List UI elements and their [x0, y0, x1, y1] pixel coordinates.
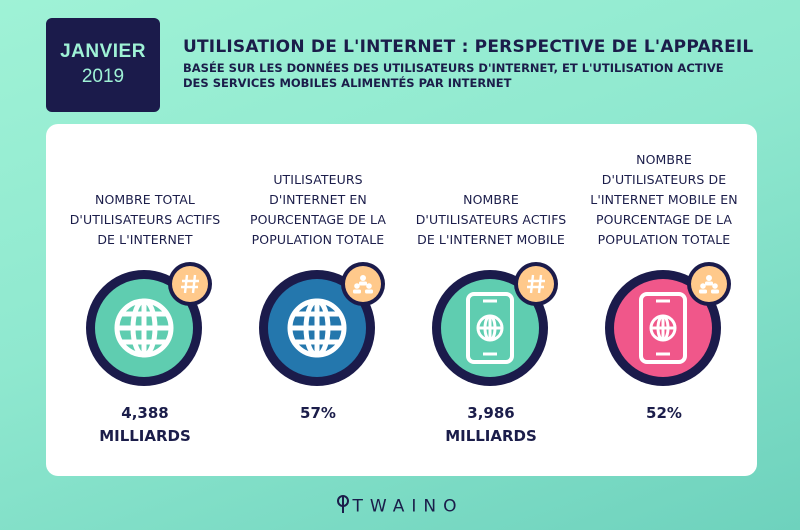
stat-internet-users-percent: UTILISATEURS D'INTERNET EN POURCENTAGE D…: [233, 124, 403, 476]
stat-label: NOMBRE TOTAL D'UTILISATEURS ACTIFS DE L'…: [60, 190, 230, 250]
stat-value-number: 3,986: [467, 404, 515, 422]
stat-label-line: NOMBRE TOTAL: [95, 192, 195, 207]
hash-icon: [514, 262, 558, 306]
stat-label-line: NOMBRE: [636, 152, 692, 167]
stat-value: 52%: [579, 402, 749, 425]
stat-label-line: POURCENTAGE DE LA: [249, 212, 387, 227]
subtitle-line-2: DES SERVICES MOBILES ALIMENTÉS PAR INTER…: [183, 76, 512, 90]
stat-label: UTILISATEURS D'INTERNET EN POURCENTAGE D…: [233, 170, 403, 250]
stat-total-internet-users: NOMBRE TOTAL D'UTILISATEURS ACTIFS DE L'…: [60, 124, 230, 476]
stat-label-line: D'UTILISATEURS DE: [601, 172, 727, 187]
brand-name: TWAINO: [352, 496, 464, 517]
stats-card: NOMBRE TOTAL D'UTILISATEURS ACTIFS DE L'…: [46, 124, 757, 476]
people-icon: [341, 262, 385, 306]
globe-icon: [268, 279, 366, 377]
page-subtitle: BASÉE SUR LES DONNÉES DES UTILISATEURS D…: [183, 61, 783, 91]
subtitle-line-1: BASÉE SUR LES DONNÉES DES UTILISATEURS D…: [183, 61, 724, 75]
stat-label: NOMBRE D'UTILISATEURS DE L'INTERNET MOBI…: [579, 150, 749, 250]
stat-value-unit: MILLIARDS: [99, 427, 191, 445]
stat-label-line: UTILISATEURS: [273, 172, 363, 187]
stat-label-line: D'INTERNET EN: [269, 192, 367, 207]
stat-mobile-internet-users: NOMBRE D'UTILISATEURS ACTIFS DE L'INTERN…: [406, 124, 576, 476]
stat-label-line: D'UTILISATEURS ACTIFS: [69, 212, 221, 227]
stat-label-line: L'INTERNET MOBILE EN: [590, 192, 738, 207]
brand-logo-icon: [336, 494, 350, 519]
date-badge: JANVIER 2019: [46, 18, 160, 112]
stat-value: 57%: [233, 402, 403, 425]
stat-value: 4,388 MILLIARDS: [60, 402, 230, 448]
page-title: UTILISATION DE L'INTERNET : PERSPECTIVE …: [183, 37, 754, 57]
hash-icon: [168, 262, 212, 306]
stat-label-line: POPULATION TOTALE: [597, 232, 731, 247]
people-icon: [687, 262, 731, 306]
stat-value-number: 52%: [646, 404, 682, 422]
stat-label-line: D'UTILISATEURS ACTIFS: [415, 212, 567, 227]
footer-brand: TWAINO: [0, 494, 800, 519]
stat-value-unit: MILLIARDS: [445, 427, 537, 445]
stat-label-line: NOMBRE: [463, 192, 519, 207]
mobile-globe-icon: [614, 279, 712, 377]
stat-mobile-internet-users-percent: NOMBRE D'UTILISATEURS DE L'INTERNET MOBI…: [579, 124, 749, 476]
stat-value: 3,986 MILLIARDS: [406, 402, 576, 448]
stat-label-line: DE L'INTERNET: [97, 232, 193, 247]
stat-label: NOMBRE D'UTILISATEURS ACTIFS DE L'INTERN…: [406, 190, 576, 250]
stat-value-number: 4,388: [121, 404, 169, 422]
stat-label-line: POPULATION TOTALE: [251, 232, 385, 247]
stat-ring: [259, 270, 375, 386]
date-year: 2019: [81, 66, 125, 87]
date-month: JANVIER: [60, 41, 146, 62]
stat-label-line: POURCENTAGE DE LA: [595, 212, 733, 227]
stat-label-line: DE L'INTERNET MOBILE: [417, 232, 565, 247]
stat-value-number: 57%: [300, 404, 336, 422]
